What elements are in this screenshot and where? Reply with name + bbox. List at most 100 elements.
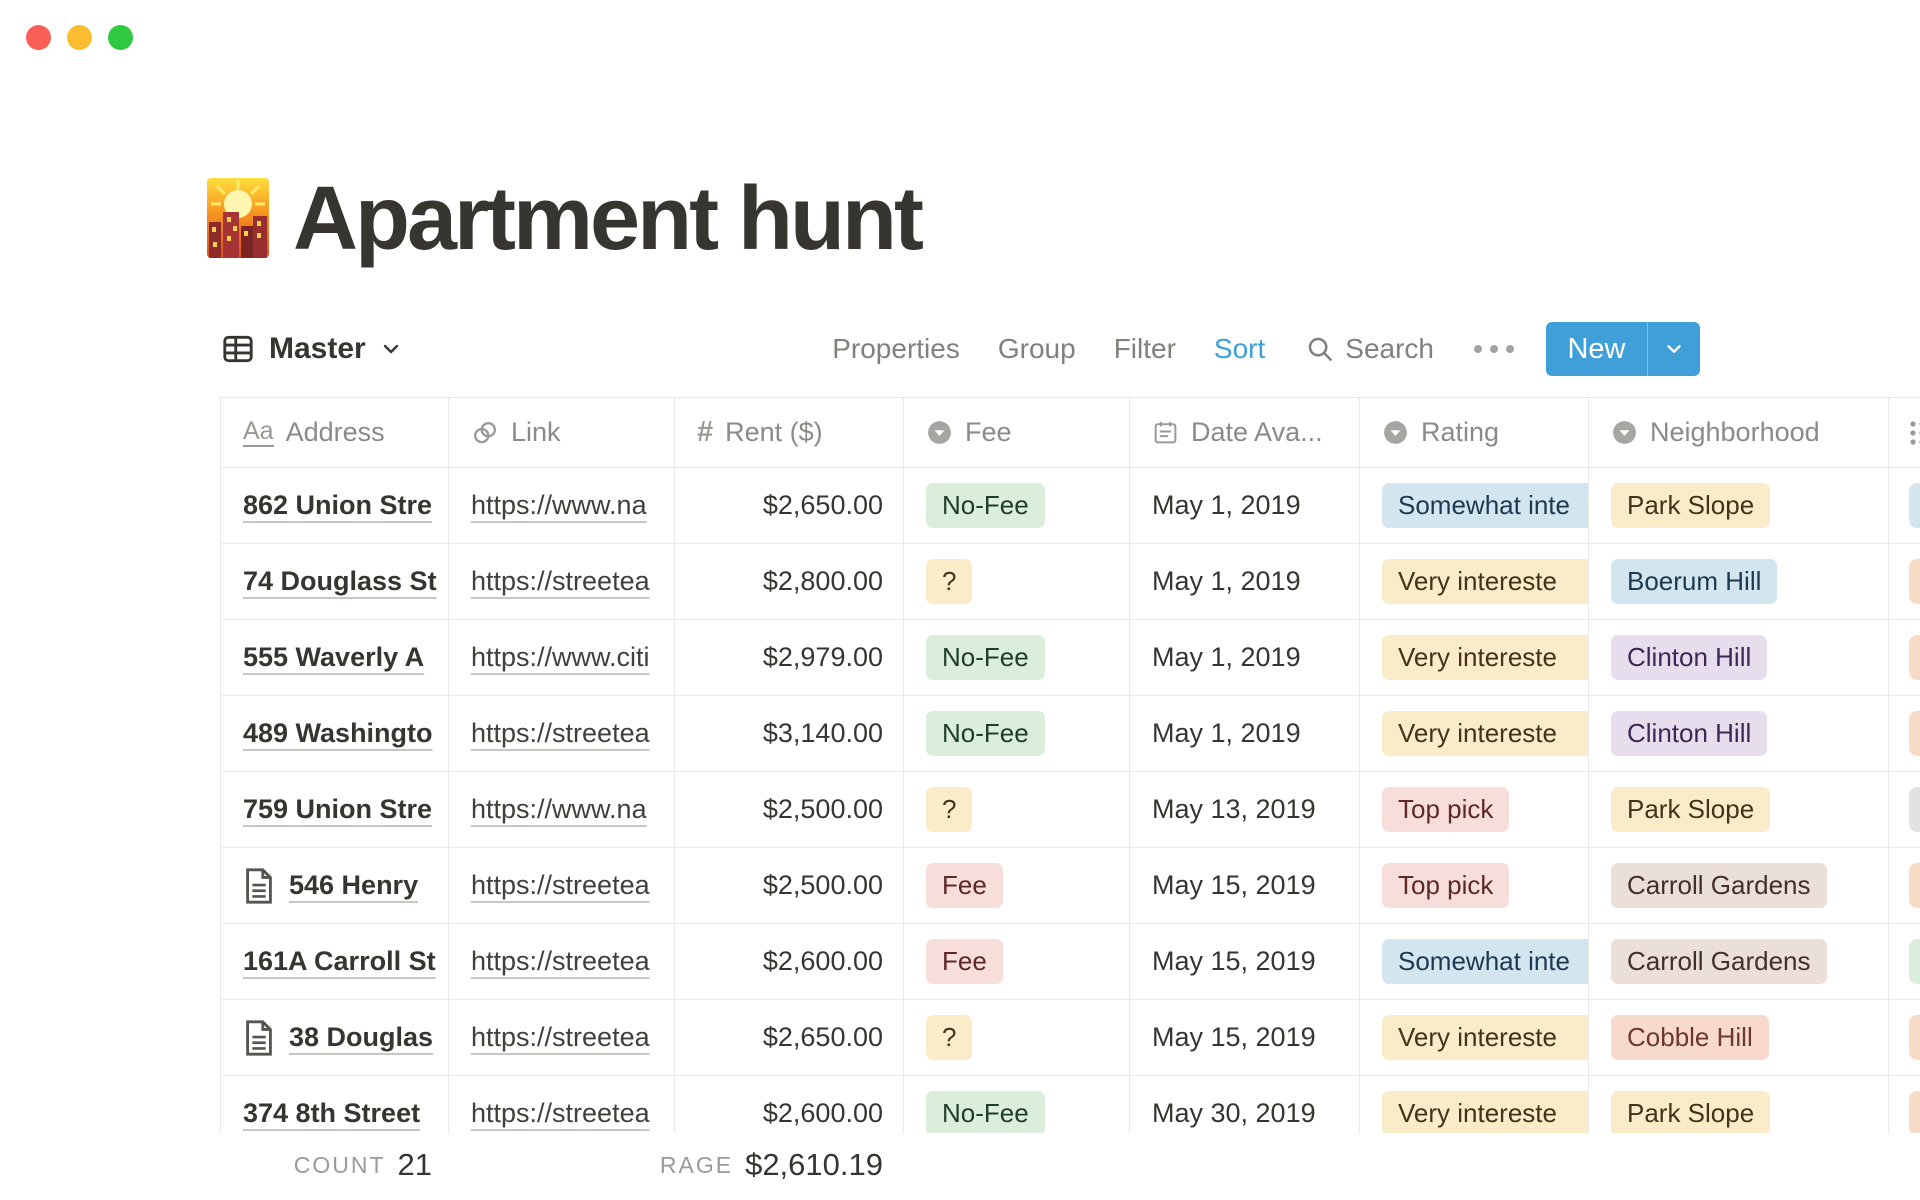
search-button[interactable]: Search [1305,333,1434,365]
clipped-cell[interactable] [1889,848,1920,923]
clipped-cell[interactable] [1889,1076,1920,1133]
rating-cell[interactable]: Somewhat inte [1360,924,1589,999]
address-cell[interactable]: 38 Douglas [221,1000,449,1075]
rent-cell[interactable]: $2,650.00 [675,468,904,543]
link-cell[interactable]: https://streetea [449,544,675,619]
average-aggregate[interactable]: RAGE $2,610.19 [660,1133,903,1197]
neighborhood-cell[interactable]: Carroll Gardens [1589,924,1889,999]
neighborhood-cell[interactable]: Park Slope [1589,772,1889,847]
rent-cell[interactable]: $2,979.00 [675,620,904,695]
rent-cell[interactable]: $3,140.00 [675,696,904,771]
group-button[interactable]: Group [997,333,1076,364]
date-cell[interactable]: May 15, 2019 [1130,924,1360,999]
fee-cell[interactable]: No-Fee [904,620,1130,695]
address-cell[interactable]: 759 Union Stre [221,772,449,847]
filter-button[interactable]: Filter [1113,333,1176,364]
link-cell[interactable]: https://streetea [449,1076,675,1133]
column-header-clipped[interactable] [1889,398,1920,467]
sunset-cityscape-emoji-icon[interactable] [207,178,269,258]
rent-cell[interactable]: $2,650.00 [675,1000,904,1075]
rent-cell[interactable]: $2,600.00 [675,1076,904,1133]
rent-cell[interactable]: $2,500.00 [675,848,904,923]
minimize-button[interactable] [67,25,92,50]
close-button[interactable] [26,25,51,50]
address-cell[interactable]: 489 Washingto [221,696,449,771]
column-header-rating[interactable]: Rating [1360,398,1589,467]
fee-cell[interactable]: No-Fee [904,696,1130,771]
link-cell[interactable]: https://streetea [449,696,675,771]
rating-tag: Somewhat inte [1382,939,1588,984]
neighborhood-cell[interactable]: Clinton Hill [1589,696,1889,771]
column-header-link[interactable]: Link [449,398,675,467]
rent-cell[interactable]: $2,500.00 [675,772,904,847]
rating-cell[interactable]: Very intereste [1360,696,1589,771]
rating-cell[interactable]: Somewhat inte [1360,468,1589,543]
date-cell[interactable]: May 1, 2019 [1130,696,1360,771]
properties-button[interactable]: Properties [832,333,960,364]
column-header-address[interactable]: Aa Address [221,398,449,467]
date-cell[interactable]: May 30, 2019 [1130,1076,1360,1133]
fee-cell[interactable]: ? [904,1000,1130,1075]
view-tab-master[interactable]: Master [220,331,403,367]
link-cell[interactable]: https://www.na [449,772,675,847]
column-header-fee[interactable]: Fee [904,398,1130,467]
link-cell[interactable]: https://www.citi [449,620,675,695]
rating-cell[interactable]: Very intereste [1360,620,1589,695]
neighborhood-cell[interactable]: Carroll Gardens [1589,848,1889,923]
neighborhood-cell[interactable]: Park Slope [1589,468,1889,543]
link-cell[interactable]: https://streetea [449,848,675,923]
rating-cell[interactable]: Top pick [1360,848,1589,923]
fee-cell[interactable]: No-Fee [904,468,1130,543]
page-title[interactable]: Apartment hunt [293,169,924,269]
date-cell[interactable]: May 15, 2019 [1130,1000,1360,1075]
new-button-dropdown[interactable] [1647,322,1700,376]
link-cell[interactable]: https://www.na [449,468,675,543]
link-cell[interactable]: https://streetea [449,924,675,999]
count-aggregate[interactable]: COUNT 21 [220,1133,448,1197]
date-cell[interactable]: May 13, 2019 [1130,772,1360,847]
address-cell[interactable]: 546 Henry [221,848,449,923]
fee-cell[interactable]: Fee [904,848,1130,923]
address-cell[interactable]: 862 Union Stre [221,468,449,543]
neighborhood-cell[interactable]: Boerum Hill [1589,544,1889,619]
clipped-cell[interactable] [1889,620,1920,695]
new-button[interactable]: New [1546,322,1700,376]
rating-cell[interactable]: Top pick [1360,772,1589,847]
clipped-cell[interactable] [1889,924,1920,999]
neighborhood-cell[interactable]: Clinton Hill [1589,620,1889,695]
clipped-cell[interactable] [1889,772,1920,847]
rent-cell[interactable]: $2,800.00 [675,544,904,619]
table-row: 74 Douglass St https://streetea $2,800.0… [221,544,1920,620]
rent-cell[interactable]: $2,600.00 [675,924,904,999]
sort-button[interactable]: Sort [1213,333,1266,364]
address-cell[interactable]: 555 Waverly A [221,620,449,695]
link-cell[interactable]: https://streetea [449,1000,675,1075]
fee-cell[interactable]: No-Fee [904,1076,1130,1133]
neighborhood-cell[interactable]: Cobble Hill [1589,1000,1889,1075]
neighborhood-cell[interactable]: Park Slope [1589,1076,1889,1133]
date-cell[interactable]: May 1, 2019 [1130,544,1360,619]
fee-cell[interactable]: ? [904,772,1130,847]
date-cell[interactable]: May 1, 2019 [1130,620,1360,695]
zoom-button[interactable] [108,25,133,50]
more-options-icon[interactable] [1474,345,1514,353]
clipped-tag [1909,559,1920,604]
clipped-cell[interactable] [1889,696,1920,771]
column-header-date-available[interactable]: Date Ava... [1130,398,1360,467]
date-cell[interactable]: May 15, 2019 [1130,848,1360,923]
address-cell[interactable]: 74 Douglass St [221,544,449,619]
clipped-cell[interactable] [1889,1000,1920,1075]
column-header-rent[interactable]: # Rent ($) [675,398,904,467]
address-cell[interactable]: 374 8th Street [221,1076,449,1133]
column-header-neighborhood[interactable]: Neighborhood [1589,398,1889,467]
fee-cell[interactable]: ? [904,544,1130,619]
date-cell[interactable]: May 1, 2019 [1130,468,1360,543]
rating-cell[interactable]: Very intereste [1360,1076,1589,1133]
rating-cell[interactable]: Very intereste [1360,544,1589,619]
fee-cell[interactable]: Fee [904,924,1130,999]
fee-tag: No-Fee [926,1091,1045,1133]
clipped-cell[interactable] [1889,468,1920,543]
clipped-cell[interactable] [1889,544,1920,619]
address-cell[interactable]: 161A Carroll St [221,924,449,999]
rating-cell[interactable]: Very intereste [1360,1000,1589,1075]
